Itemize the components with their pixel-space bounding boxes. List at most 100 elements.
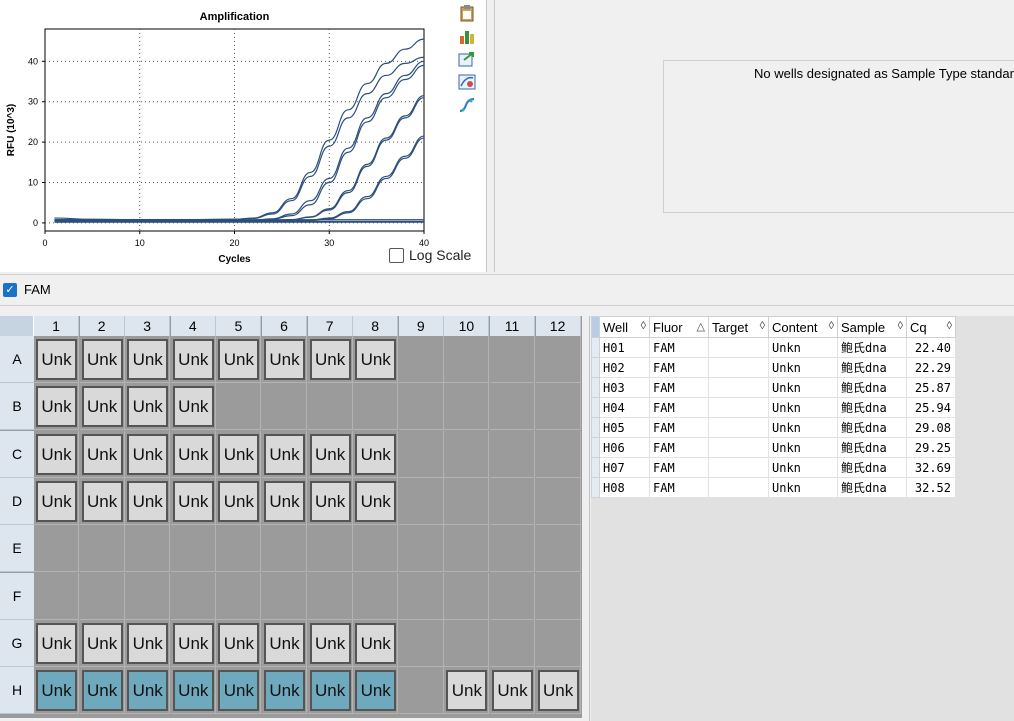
plate-cell-A1[interactable]: Unk [34,336,79,383]
row-header-C[interactable]: C [0,430,34,478]
well-A2[interactable]: Unk [81,339,123,380]
plate-cell-C2[interactable]: Unk [79,430,125,478]
plate-cell-B8[interactable] [353,383,399,431]
plate-cell-G7[interactable]: Unk [307,619,353,667]
plate-cell-F6[interactable] [262,572,307,620]
column-header-5[interactable]: 5 [216,316,262,336]
plate-cell-E10[interactable] [444,525,490,573]
well-H10[interactable]: Unk [446,670,488,712]
plate-cell-H8[interactable]: Unk [353,667,399,715]
row-header-H[interactable]: H [0,667,34,715]
log-scale-box[interactable] [389,247,404,263]
bar-chart-icon[interactable] [458,27,476,45]
well-H7[interactable]: Unk [309,670,351,712]
plate-cell-A12[interactable] [535,336,581,383]
plate-cell-E3[interactable] [125,525,171,573]
row-selector[interactable] [591,437,600,458]
column-header-1[interactable]: 1 [34,316,79,336]
plate-cell-E7[interactable] [307,525,353,573]
row-selector[interactable] [591,417,600,438]
row-selector[interactable] [591,397,600,418]
plate-cell-D12[interactable] [535,477,581,525]
well-G3[interactable]: Unk [127,622,169,664]
fam-checkbox[interactable]: ✓ [3,283,17,297]
column-header-2[interactable]: 2 [79,316,125,336]
well-C6[interactable]: Unk [264,433,305,475]
plate-cell-E8[interactable] [353,525,399,573]
well-A7[interactable]: Unk [309,339,351,380]
curve-icon[interactable] [458,96,476,114]
plate-cell-A4[interactable]: Unk [170,336,216,383]
well-C3[interactable]: Unk [127,433,169,475]
plate-table-splitter[interactable] [582,316,590,721]
well-H3[interactable]: Unk [127,670,169,712]
well-C7[interactable]: Unk [309,433,351,475]
plate-cell-H3[interactable]: Unk [125,667,171,715]
well-D6[interactable]: Unk [264,480,305,522]
plate-cell-C12[interactable] [535,430,581,478]
row-selector[interactable] [591,337,600,358]
vertical-splitter[interactable] [486,0,495,272]
well-H6[interactable]: Unk [264,670,305,712]
plate-cell-H9[interactable] [398,667,444,715]
sort-icon[interactable]: ◊ [828,320,834,332]
plate-cell-F5[interactable] [216,572,262,620]
well-G1[interactable]: Unk [36,622,77,664]
plate-cell-F9[interactable] [398,572,444,620]
plate-cell-F3[interactable] [125,572,171,620]
plate-cell-G6[interactable]: Unk [262,619,307,667]
plate-cell-C7[interactable]: Unk [307,430,353,478]
plate-cell-B9[interactable] [398,383,444,431]
plate-cell-C8[interactable]: Unk [353,430,399,478]
row-header-E[interactable]: E [0,525,34,573]
plate-cell-F1[interactable] [34,572,79,620]
well-B2[interactable]: Unk [81,386,123,428]
plate-cell-D7[interactable]: Unk [307,477,353,525]
plate-cell-C10[interactable] [444,430,490,478]
plate-cell-H6[interactable]: Unk [262,667,307,715]
plate-cell-D6[interactable]: Unk [262,477,307,525]
plate-cell-B2[interactable]: Unk [79,383,125,431]
sort-asc-icon[interactable]: △ [696,321,705,333]
well-H1[interactable]: Unk [36,670,77,712]
well-G7[interactable]: Unk [309,622,351,664]
table-row[interactable]: H03 FAM Unkn 鲍氏dna 25.87 [591,377,956,398]
sort-icon[interactable]: ◊ [946,320,952,332]
well-G4[interactable]: Unk [172,622,214,664]
sort-icon[interactable]: ◊ [759,320,765,332]
plate-cell-C4[interactable]: Unk [170,430,216,478]
table-row[interactable]: H01 FAM Unkn 鲍氏dna 22.40 [591,337,956,358]
header-sample[interactable]: Sample ◊ [837,316,907,338]
well-C1[interactable]: Unk [36,433,77,475]
column-header-12[interactable]: 12 [535,316,581,336]
plate-cell-H7[interactable]: Unk [307,667,353,715]
plate-cell-F4[interactable] [170,572,216,620]
plate-cell-G11[interactable] [490,619,535,667]
plate-cell-D8[interactable]: Unk [353,477,399,525]
plate-cell-D3[interactable]: Unk [125,477,171,525]
plate-cell-F8[interactable] [353,572,399,620]
plate-cell-E9[interactable] [398,525,444,573]
plate-cell-A3[interactable]: Unk [125,336,171,383]
column-header-8[interactable]: 8 [353,316,399,336]
plate-cell-D11[interactable] [490,477,535,525]
well-B1[interactable]: Unk [36,386,77,428]
well-D5[interactable]: Unk [218,480,260,522]
well-A3[interactable]: Unk [127,339,169,380]
plate-cell-C5[interactable]: Unk [216,430,262,478]
plate-cell-B12[interactable] [535,383,581,431]
row-selector[interactable] [591,377,600,398]
plate-cell-E2[interactable] [79,525,125,573]
well-D1[interactable]: Unk [36,480,77,522]
log-scale-checkbox[interactable]: Log Scale [389,247,471,263]
row-header-G[interactable]: G [0,619,34,667]
plate-cell-D4[interactable]: Unk [170,477,216,525]
well-H4[interactable]: Unk [172,670,214,712]
well-B3[interactable]: Unk [127,386,169,428]
plate-cell-H10[interactable]: Unk [444,667,490,715]
well-C8[interactable]: Unk [355,433,397,475]
plate-cell-A9[interactable] [398,336,444,383]
column-header-10[interactable]: 10 [444,316,490,336]
plate-cell-F10[interactable] [444,572,490,620]
row-header-F[interactable]: F [0,572,34,620]
